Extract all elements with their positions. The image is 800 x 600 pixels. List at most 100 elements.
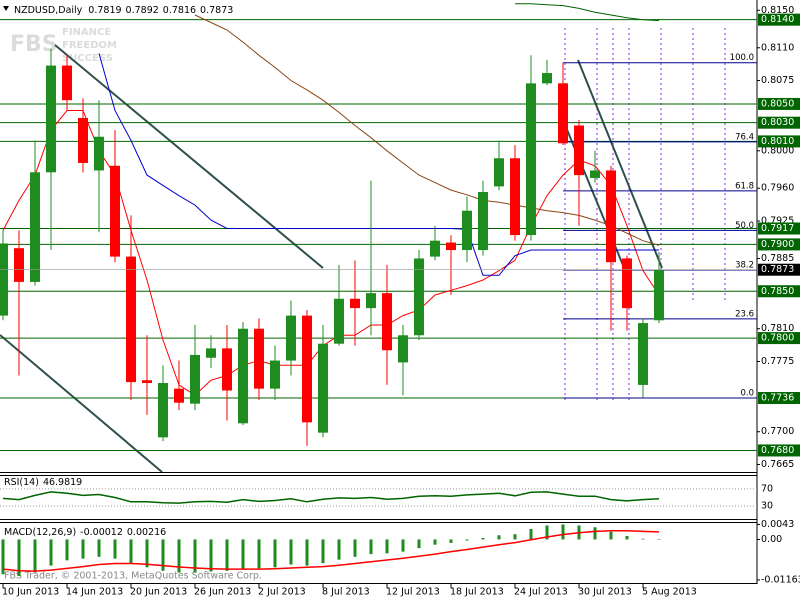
- candle-body: [574, 125, 584, 176]
- macd-bar: [65, 539, 69, 561]
- ohlc-open: 0.7819: [88, 5, 121, 16]
- macd-bar: [305, 539, 309, 566]
- level-label: 0.8010: [761, 136, 794, 147]
- rsi-line: [2, 491, 660, 504]
- macd-bar: [561, 524, 565, 540]
- fibo-label: 61.8: [735, 181, 754, 191]
- macd-name: MACD(12,26,9): [4, 527, 76, 538]
- level-label-bg: [758, 238, 800, 251]
- macd-tick-label: 0.00: [761, 534, 782, 545]
- candle-body: [462, 210, 472, 251]
- candle-body: [78, 118, 88, 163]
- fibo-label: 0.0: [740, 389, 754, 399]
- y-tick-label: 0.8075: [761, 75, 794, 86]
- rsi-title: RSI(14) 46.9819: [4, 477, 82, 488]
- trend-line: [0, 334, 163, 473]
- candle-body: [558, 83, 568, 144]
- macd-bar: [625, 535, 629, 540]
- last-price-label: 0.7873: [761, 264, 794, 275]
- macd-bar: [177, 539, 181, 573]
- candle-body: [398, 335, 408, 363]
- moving-average: [98, 53, 659, 276]
- rsi-tick-label: 70: [761, 483, 773, 494]
- candle-body: [94, 136, 104, 171]
- x-tick-label: 30 Jul 2013: [578, 587, 632, 598]
- x-tick-label: 20 Jun 2013: [130, 587, 187, 598]
- candle-body: [350, 298, 360, 309]
- level-label: 0.7917: [761, 223, 794, 234]
- x-tick-label: 12 Jul 2013: [386, 587, 440, 598]
- y-tick-label: 0.7665: [761, 459, 794, 470]
- candle-body: [30, 172, 40, 282]
- ohlc-high: 0.7892: [126, 5, 159, 16]
- macd-tick-label: 0.0043: [761, 519, 794, 530]
- fibo-label: 50.0: [735, 221, 754, 231]
- candle-body: [254, 328, 264, 389]
- macd-bar: [145, 539, 149, 568]
- macd-value: -0.00012: [80, 527, 123, 538]
- fibo-label: 100.0: [730, 53, 754, 63]
- level-label-bg: [758, 116, 800, 129]
- x-tick-label: 14 Jun 2013: [66, 587, 123, 598]
- level-label-bg: [758, 97, 800, 110]
- moving-average: [515, 3, 660, 22]
- fibo-label: 38.2: [735, 260, 754, 270]
- candle-body: [270, 360, 280, 389]
- candle-body: [446, 242, 456, 251]
- candle-body: [654, 269, 664, 321]
- candle-body: [622, 258, 632, 309]
- y-tick-label: 0.7700: [761, 426, 794, 437]
- macd-bar: [449, 539, 453, 543]
- copyright: FBS Trader, © 2001-2013, MetaQuotes Soft…: [4, 571, 262, 582]
- y-tick-label: 0.7925: [761, 216, 794, 227]
- macd-bar: [497, 535, 501, 540]
- level-label: 0.8030: [761, 117, 794, 128]
- candle-body: [238, 328, 248, 424]
- macd-bar: [481, 538, 485, 540]
- watermark-line: SUCCESS: [62, 53, 113, 64]
- trend-line: [54, 44, 324, 269]
- macd-bar: [401, 539, 405, 552]
- level-label-bg: [758, 222, 800, 235]
- macd-bar: [641, 538, 645, 540]
- candle-body: [62, 65, 72, 101]
- x-tick-label: 18 Jul 2013: [450, 587, 504, 598]
- watermark-line: FREEDOM: [62, 40, 117, 51]
- level-label: 0.7900: [761, 239, 794, 250]
- moving-average: [194, 14, 660, 246]
- candle-body: [366, 293, 376, 309]
- macd-bar: [49, 539, 53, 566]
- macd-bar: [337, 539, 341, 560]
- macd-bar: [113, 539, 117, 559]
- macd-bar: [369, 539, 373, 555]
- symbol: NZDUSD,Daily: [14, 5, 83, 16]
- y-tick-label: 0.7810: [761, 323, 794, 334]
- macd-bar: [657, 539, 661, 540]
- candle-body: [606, 170, 616, 263]
- macd-bar: [241, 539, 245, 570]
- candle-body: [478, 191, 488, 251]
- candle-body: [430, 240, 440, 257]
- y-tick-label: 0.8150: [761, 5, 794, 16]
- macd-bar: [129, 539, 133, 564]
- macd-title: MACD(12,26,9) -0.00012 0.00216: [4, 527, 166, 538]
- candle-body: [14, 248, 24, 282]
- fibo-label: 76.4: [735, 132, 754, 142]
- candle-body: [494, 158, 504, 187]
- rsi-value: 46.9819: [43, 477, 82, 488]
- level-label-bg: [758, 13, 800, 26]
- rsi-tick-label: 30: [761, 501, 773, 512]
- candle-body: [382, 293, 392, 351]
- candle-body: [110, 165, 120, 257]
- level-label-bg: [758, 332, 800, 345]
- macd-bar: [465, 539, 469, 541]
- x-tick-label: 10 Jun 2013: [2, 587, 59, 598]
- candle-body: [0, 243, 8, 316]
- trend-line: [577, 59, 663, 269]
- level-label-bg: [758, 135, 800, 148]
- macd-bar: [273, 539, 277, 568]
- watermark-line: FINANCE: [62, 27, 111, 38]
- macd-bar: [545, 525, 549, 540]
- y-tick-label: 0.8000: [761, 145, 794, 156]
- level-label: 0.7850: [761, 286, 794, 297]
